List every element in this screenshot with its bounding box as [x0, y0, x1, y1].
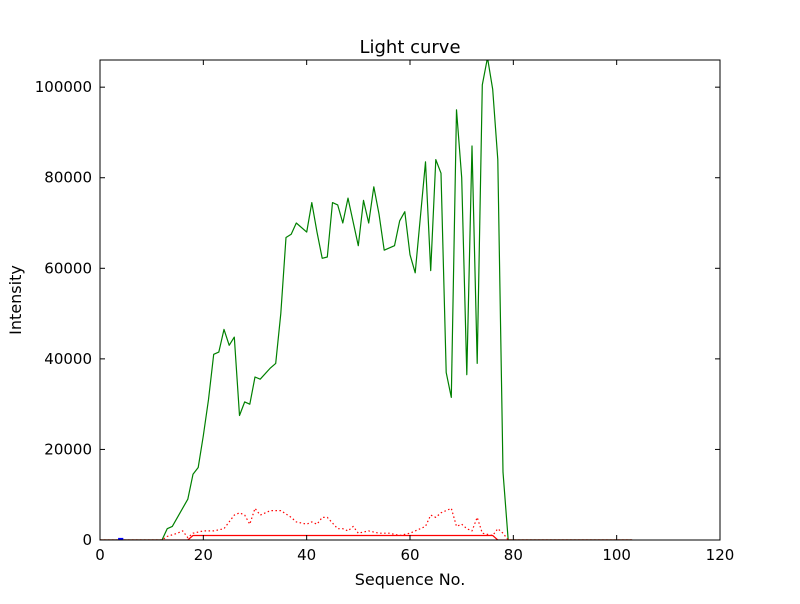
- y-axis-label: Intensity: [6, 265, 25, 335]
- x-axis: 0 20 40 60 80 100 120: [95, 60, 734, 564]
- x-tick-label: 0: [95, 546, 105, 564]
- x-tick-label: 60: [400, 546, 419, 564]
- series-line-1: [100, 60, 633, 540]
- x-tick-label: 20: [194, 546, 213, 564]
- y-tick-label: 100000: [35, 78, 92, 96]
- series-line-2: [100, 507, 633, 540]
- series-layer: [100, 60, 633, 540]
- y-tick-label: 20000: [44, 440, 92, 458]
- series-line-3: [100, 534, 633, 540]
- y-tick-label: 40000: [44, 350, 92, 368]
- y-axis: 0 20000 40000 60000 80000 100000: [35, 78, 720, 549]
- y-tick-label: 80000: [44, 169, 92, 187]
- plot-area-background: [100, 60, 720, 540]
- y-tick-label: 60000: [44, 259, 92, 277]
- x-tick-label: 40: [297, 546, 316, 564]
- chart-title: Light curve: [359, 37, 460, 58]
- x-axis-label: Sequence No.: [355, 570, 466, 589]
- x-tick-label: 100: [602, 546, 631, 564]
- x-tick-label: 80: [504, 546, 523, 564]
- y-tick-label: 0: [82, 531, 92, 549]
- x-tick-label: 120: [706, 546, 735, 564]
